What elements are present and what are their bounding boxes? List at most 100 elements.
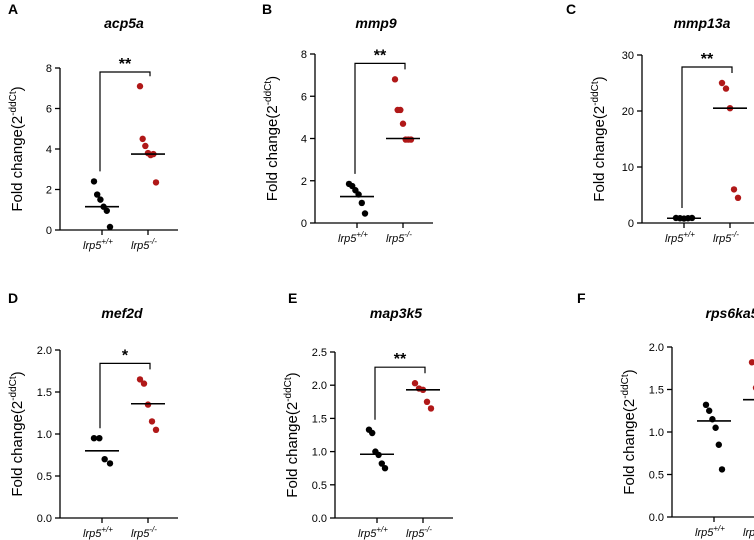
x-tick-label: lrp5-/-: [713, 230, 739, 245]
significance-label: **: [119, 56, 132, 73]
data-point: [139, 135, 146, 143]
significance-bracket: [374, 366, 426, 420]
data-point: [718, 466, 726, 473]
x-tick-label-base: lrp5: [131, 240, 150, 252]
data-point: [106, 460, 114, 467]
y-tick-label: 0.0: [312, 513, 327, 525]
y-axis-label-close: ): [264, 76, 281, 81]
x-tick-label-sup: -/-: [404, 230, 412, 239]
x-tick-label-sup: +/+: [376, 525, 388, 534]
data-point: [378, 460, 385, 467]
y-tick-label: 1.5: [37, 387, 52, 399]
y-axis-label-base: Fold change(2: [9, 116, 26, 212]
y-axis-label-base: Fold change(2: [621, 399, 638, 495]
y-axis-label: Fold change(2-ddCt): [8, 86, 26, 211]
y-tick-label: 8: [46, 63, 52, 75]
data-point: [411, 380, 419, 387]
significance-bracket: [354, 62, 406, 174]
x-tick-label-base: lrp5: [338, 233, 357, 245]
y-tick-label: 0: [46, 225, 52, 237]
x-tick-label-base: lrp5: [743, 527, 754, 539]
data-point: [358, 199, 365, 207]
y-axis-label: Fold change(2-ddCt): [620, 369, 638, 494]
data-point: [106, 223, 114, 231]
data-point: [748, 359, 754, 366]
y-tick-label: 1.0: [37, 429, 52, 441]
x-tick-label-base: lrp5: [386, 233, 405, 245]
y-tick-label: 0: [628, 218, 634, 230]
x-tick-label-base: lrp5: [406, 528, 425, 540]
data-point: [152, 179, 160, 186]
data-point: [399, 120, 407, 127]
x-tick-label-sup: +/+: [101, 237, 113, 246]
x-tick-label-sup: +/+: [101, 525, 113, 534]
panel-title: rps6ka5: [706, 305, 754, 321]
data-point: [136, 83, 144, 90]
data-point: [136, 376, 144, 383]
y-axis-label-close: ): [9, 86, 26, 91]
y-axis-label-sup: -ddCt: [620, 374, 631, 399]
y-axis-label-base: Fold change(2: [9, 401, 26, 497]
x-tick-label: lrp5+/+: [338, 230, 368, 245]
panel-title: mef2d: [101, 305, 143, 321]
y-axis-label-sup: -ddCt: [590, 81, 601, 106]
data-point: [140, 380, 148, 387]
panel-letter: C: [566, 1, 576, 17]
y-tick-label: 1.0: [649, 427, 664, 439]
panel-f: Frps6ka50.00.51.01.52.0lrp5+/+lrp5-/-Fol…: [577, 290, 754, 539]
panel-title: acp5a: [104, 15, 144, 31]
panel-letter: A: [8, 1, 18, 17]
y-axis-label-sup: -ddCt: [283, 377, 294, 402]
data-point: [94, 191, 101, 198]
x-tick-label: lrp5-/-: [131, 237, 157, 252]
data-point: [96, 435, 103, 442]
data-point: [142, 142, 149, 150]
x-tick-label: lrp5+/+: [695, 524, 725, 539]
data-point: [391, 76, 399, 83]
x-tick-label-sup: -/-: [149, 525, 157, 534]
y-tick-label: 6: [301, 91, 307, 103]
significance-bracket: [99, 71, 151, 172]
significance-bracket: [99, 362, 151, 429]
data-point: [397, 106, 404, 114]
x-tick-label-base: lrp5: [83, 240, 102, 252]
panel-letter: B: [262, 1, 272, 17]
y-tick-label: 2.0: [37, 345, 52, 357]
y-axis-label-close: ): [591, 76, 608, 81]
x-tick-label-sup: +/+: [713, 524, 725, 533]
data-point: [144, 401, 152, 408]
y-tick-label: 1.0: [312, 447, 327, 459]
y-axis-label: Fold change(2-ddCt): [283, 372, 301, 497]
significance-label: **: [394, 351, 407, 368]
data-point: [90, 435, 98, 442]
x-tick-label-sup: -/-: [731, 230, 739, 239]
x-tick-label-base: lrp5: [83, 528, 102, 540]
data-point: [427, 405, 435, 412]
data-point: [152, 426, 160, 433]
y-tick-label: 10: [622, 162, 634, 174]
data-point: [706, 407, 713, 414]
y-tick-label: 0.0: [649, 512, 664, 524]
x-tick-label-base: lrp5: [358, 528, 377, 540]
y-tick-label: 1.5: [312, 413, 327, 425]
x-tick-label: lrp5+/+: [358, 525, 388, 540]
y-axis-label-close: ): [284, 372, 301, 377]
y-axis-label-close: ): [621, 369, 638, 374]
y-tick-label: 0.0: [37, 513, 52, 525]
y-axis-label-base: Fold change(2: [591, 106, 608, 202]
data-point: [722, 85, 730, 92]
y-axis-label: Fold change(2-ddCt): [263, 76, 281, 201]
x-tick-label-sup: -/-: [424, 525, 432, 534]
y-tick-label: 4: [301, 134, 307, 146]
y-tick-label: 2.0: [312, 380, 327, 392]
data-point: [103, 207, 111, 214]
x-tick-label: lrp5-/-: [131, 525, 157, 540]
y-tick-label: 0.5: [37, 471, 52, 483]
y-tick-label: 20: [622, 106, 634, 118]
data-point: [423, 398, 431, 405]
x-tick-label: lrp5+/+: [83, 525, 113, 540]
